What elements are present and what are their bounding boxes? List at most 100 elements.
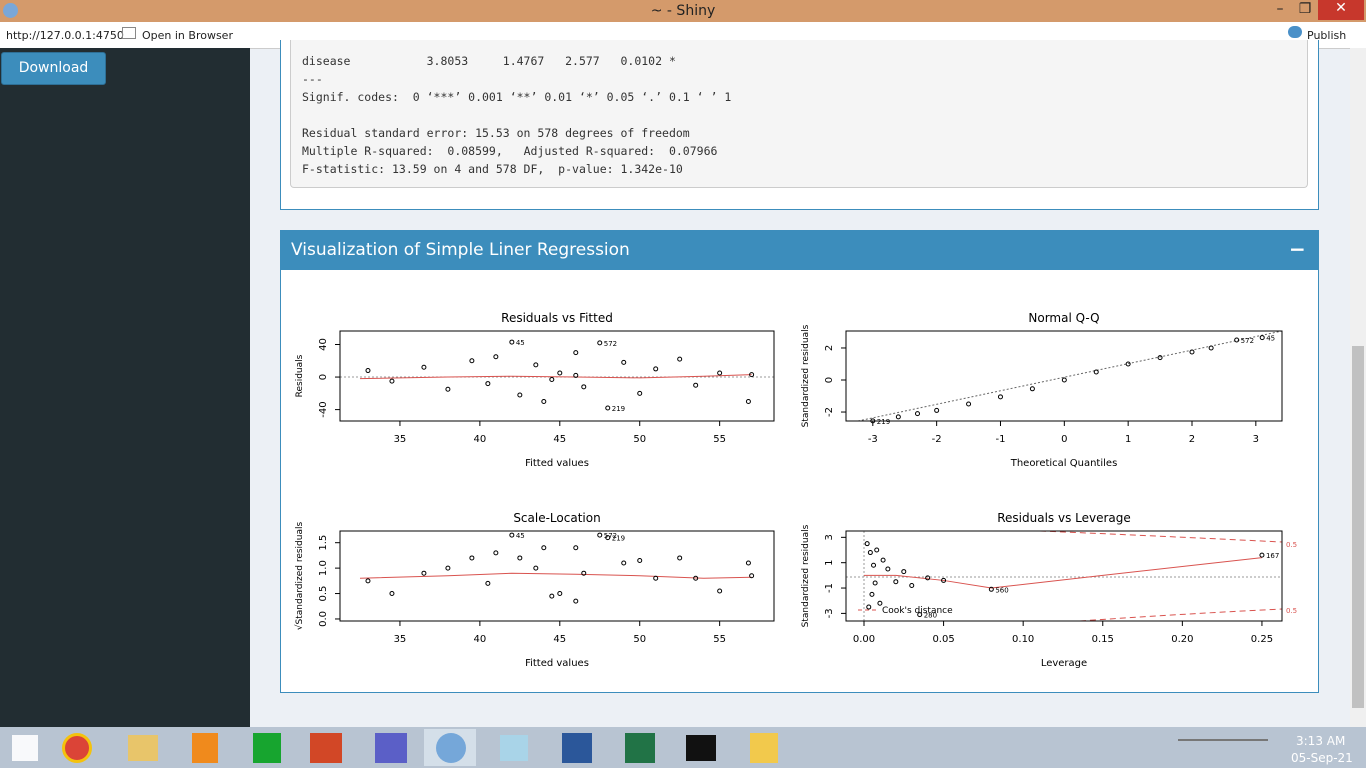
teams[interactable] <box>375 733 407 763</box>
y-tick-label: -3 <box>824 608 835 618</box>
browser-icon <box>122 27 136 39</box>
point <box>877 600 883 606</box>
x-axis-label: Fitted values <box>525 658 589 669</box>
point <box>549 376 555 382</box>
point <box>909 583 915 589</box>
point <box>1157 355 1163 361</box>
x-tick-label: -1 <box>995 434 1005 445</box>
zoom-slider[interactable] <box>1178 739 1268 741</box>
word[interactable] <box>562 733 592 763</box>
minimize[interactable]: – <box>1276 1 1284 17</box>
smooth-line <box>359 374 752 380</box>
publish[interactable]: Publish <box>1307 29 1347 42</box>
point <box>870 418 876 424</box>
y-tick-label: 0 <box>318 374 329 380</box>
download-button[interactable]: Download <box>1 52 106 85</box>
cook-curve <box>1079 608 1283 622</box>
close[interactable]: ✕ <box>1318 0 1364 20</box>
powerpoint[interactable] <box>310 733 342 763</box>
plots: Residuals vs Fitted Fitted values Residual… <box>294 311 1297 669</box>
chrome[interactable] <box>62 733 92 763</box>
point <box>893 579 899 585</box>
point <box>557 591 563 597</box>
collapse-button[interactable]: − <box>1289 237 1306 261</box>
point-label: 572 <box>1241 337 1254 345</box>
cook-label: 0.5 <box>1286 541 1297 549</box>
y-axis-label: Standardized residuals <box>801 324 811 427</box>
point <box>541 545 547 551</box>
point-label: 167 <box>1266 552 1279 560</box>
point <box>941 577 947 583</box>
taskbar: 3:13 AM 05-Sep-21 <box>0 727 1366 768</box>
point <box>621 560 627 566</box>
maximize[interactable]: ❐ <box>1298 1 1312 17</box>
point <box>469 555 475 561</box>
point <box>866 604 872 610</box>
point <box>880 557 886 563</box>
store[interactable] <box>253 733 281 763</box>
python[interactable] <box>750 733 778 763</box>
point <box>925 575 931 581</box>
cook-label: 0.5 <box>1286 607 1297 615</box>
point <box>1189 349 1195 355</box>
code-line: Signif. codes: 0 ‘***’ 0.001 ‘**’ 0.01 ‘… <box>302 90 732 104</box>
point-label: 219 <box>877 418 890 426</box>
code-line: Multiple R-squared: 0.08599, Adjusted R-… <box>302 144 725 158</box>
point <box>573 372 579 378</box>
point <box>605 405 611 411</box>
x-tick-label: 50 <box>633 434 646 445</box>
cmd[interactable] <box>686 735 716 761</box>
point <box>517 555 523 561</box>
point <box>749 573 755 579</box>
point <box>445 565 451 571</box>
point <box>621 359 627 365</box>
app[interactable] <box>500 735 528 761</box>
point <box>914 411 920 417</box>
point <box>1029 386 1035 392</box>
point <box>867 550 873 556</box>
y-tick-label: 0.0 <box>318 611 329 627</box>
point <box>901 569 907 575</box>
point-label: 219 <box>612 405 625 413</box>
point <box>533 362 539 368</box>
point <box>573 598 579 604</box>
x-tick-label: 0.00 <box>853 634 875 645</box>
rstudio[interactable] <box>436 733 466 763</box>
open-in-browser[interactable]: Open in Browser <box>142 29 233 42</box>
start-button[interactable] <box>12 735 38 761</box>
vlc[interactable] <box>192 733 218 763</box>
point <box>389 378 395 384</box>
point <box>493 354 499 360</box>
point <box>541 398 547 404</box>
y-tick-label: 0 <box>824 377 835 383</box>
point-label: 45 <box>516 532 525 540</box>
publish-icon <box>1288 26 1302 38</box>
explorer[interactable] <box>128 735 158 761</box>
x-tick-label: 35 <box>394 434 407 445</box>
point <box>637 390 643 396</box>
cook-curve <box>1039 530 1283 543</box>
x-tick-label: 55 <box>713 434 726 445</box>
point <box>745 398 751 404</box>
point <box>1093 369 1099 375</box>
url: http://127.0.0.1:4750 <box>6 29 124 42</box>
window-title: ~ - Shiny <box>650 3 716 19</box>
point <box>871 562 877 568</box>
x-tick-label: 0 <box>1061 434 1067 445</box>
point <box>966 401 972 407</box>
excel[interactable] <box>625 733 655 763</box>
x-tick-label: 45 <box>553 634 566 645</box>
point <box>549 593 555 599</box>
point <box>1259 335 1265 341</box>
x-axis-label: Fitted values <box>525 458 589 469</box>
plot-title: Residuals vs Fitted <box>501 311 613 325</box>
point <box>717 370 723 376</box>
y-axis-label: Residuals <box>295 354 305 397</box>
viz-box <box>280 230 1319 693</box>
scroll-thumb[interactable] <box>1352 346 1364 708</box>
x-axis-label: Theoretical Quantiles <box>1010 458 1118 469</box>
point-label: 560 <box>995 586 1008 594</box>
x-tick-label: 50 <box>633 634 646 645</box>
smooth-line <box>359 572 752 579</box>
